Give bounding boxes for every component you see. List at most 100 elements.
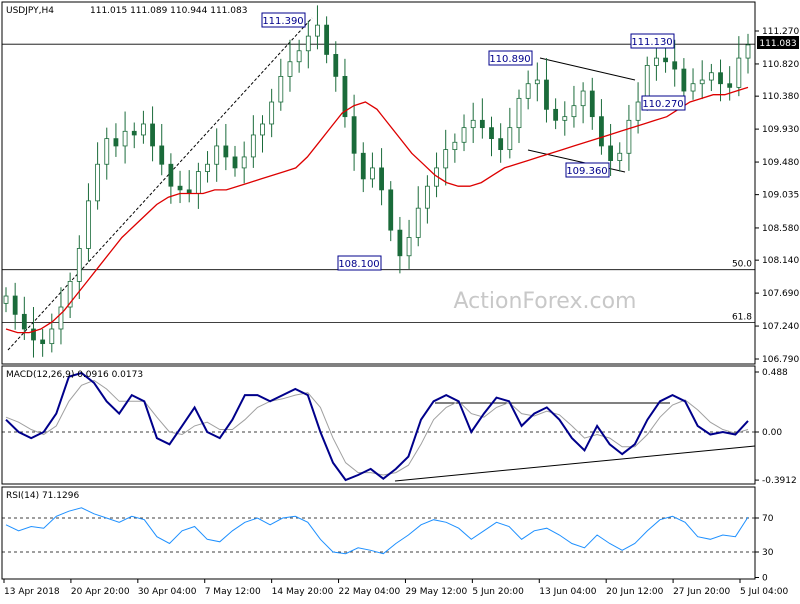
candle-body — [461, 127, 467, 143]
chart-header-symbol: USDJPY,H4 — [6, 6, 54, 16]
rsi-tick-label: 0 — [762, 574, 768, 584]
candle-body — [580, 90, 586, 107]
x-tick-label: 5 Jul 04:00 — [740, 587, 789, 597]
candle-body — [159, 145, 165, 165]
annotation-label: 110.890 — [489, 54, 530, 65]
macd-support-line — [394, 445, 756, 482]
price-tick-label: 108.140 — [762, 256, 799, 266]
candle-body — [699, 79, 705, 85]
candle-body — [415, 207, 421, 238]
candle-body — [3, 295, 9, 304]
watermark: ActionForex.com — [454, 289, 637, 314]
candle-body — [333, 54, 339, 77]
moving-average-line — [5, 86, 749, 334]
candle-body — [424, 185, 430, 209]
candle-body — [287, 61, 293, 77]
last-price-badge — [757, 36, 799, 49]
macd-tick-label: 0.00 — [762, 428, 782, 438]
candle-body — [388, 189, 394, 231]
candle-body — [443, 149, 449, 169]
annotation-box — [565, 162, 610, 178]
x-tick-label: 20 Apr 20:00 — [71, 587, 130, 597]
price-tick-label: 107.690 — [762, 289, 799, 299]
candle-body — [305, 35, 311, 52]
candle-body — [608, 145, 613, 161]
candle-body — [479, 119, 485, 129]
price-tick-label: 107.240 — [762, 322, 799, 332]
candle-body — [351, 116, 357, 154]
last-price-label: 111.083 — [759, 39, 796, 49]
candle-body — [690, 83, 696, 92]
fibonacci-level-label: 61.8 — [732, 312, 752, 322]
x-tick-label: 22 May 04:00 — [339, 587, 401, 597]
candle-body — [21, 313, 27, 330]
candle-body — [141, 123, 146, 136]
trendline-dashed — [7, 17, 313, 351]
candle-body — [104, 138, 110, 165]
candle-body — [12, 295, 18, 315]
price-panel-frame — [1, 1, 756, 365]
price-tick-label: 109.930 — [762, 125, 799, 135]
price-tick-label: 109.480 — [762, 158, 799, 168]
candle-body — [131, 130, 137, 136]
candle-body — [525, 83, 531, 99]
annotation-high-label: 111.390 — [262, 16, 303, 27]
candle-body — [241, 156, 247, 169]
candle-body — [250, 134, 256, 158]
macd-tick-label: -0.3912 — [762, 476, 797, 486]
price-tick-label: 110.380 — [762, 92, 799, 102]
annotation-box — [488, 50, 533, 66]
rsi-tick-label: 30 — [762, 548, 774, 558]
candle-body — [370, 167, 375, 180]
candle-body — [232, 156, 238, 169]
candle-body — [58, 306, 64, 330]
macd-line — [5, 371, 749, 482]
candle-body — [452, 141, 458, 151]
annotation-low-label: 108.100 — [338, 259, 379, 270]
rsi-tick-label: 70 — [762, 514, 774, 524]
candle-body — [397, 229, 403, 257]
candle-body — [498, 138, 504, 151]
rsi-line — [5, 507, 749, 555]
annotation-label: 110.270 — [642, 99, 683, 110]
candle-body — [195, 171, 201, 194]
candle-body — [113, 138, 119, 147]
candle-body — [672, 61, 678, 70]
candle-body — [315, 24, 320, 37]
candle-body — [214, 145, 220, 165]
candle-body — [360, 152, 366, 180]
candle-body — [736, 57, 742, 88]
candle-body — [562, 116, 568, 121]
candle-body — [635, 101, 641, 121]
candle-body — [745, 44, 751, 59]
x-tick-label: 7 May 12:00 — [205, 587, 261, 597]
chart-header-ohlc: 111.015 111.089 110.944 111.083 — [90, 6, 247, 16]
candle-body — [49, 328, 55, 345]
price-tick-label: 106.790 — [762, 355, 799, 365]
candle-body — [489, 127, 494, 140]
annotation-box — [337, 255, 382, 271]
x-tick-label: 29 May 12:00 — [405, 587, 467, 597]
candle-body — [122, 130, 128, 147]
macd-tick-label: 0.488 — [762, 368, 788, 378]
candle-body — [296, 50, 302, 63]
candle-body — [168, 163, 174, 187]
candle-body — [324, 24, 330, 55]
channel-upper-line — [539, 57, 636, 81]
candle-body — [342, 75, 348, 118]
candle-body — [260, 123, 265, 136]
candle-body — [67, 280, 73, 308]
candle-body — [534, 79, 540, 85]
annotation-label: 109.360 — [566, 166, 607, 177]
candle-body — [150, 123, 155, 147]
candle-body — [653, 57, 659, 66]
x-tick-label: 20 Jun 12:00 — [606, 587, 663, 597]
candle-body — [708, 72, 714, 81]
x-tick-label: 14 May 20:00 — [272, 587, 334, 597]
annotation-box — [630, 33, 675, 49]
candle-body — [86, 200, 91, 249]
annotation-box — [261, 12, 306, 28]
candle-body — [278, 75, 284, 103]
candle-body — [40, 339, 46, 345]
